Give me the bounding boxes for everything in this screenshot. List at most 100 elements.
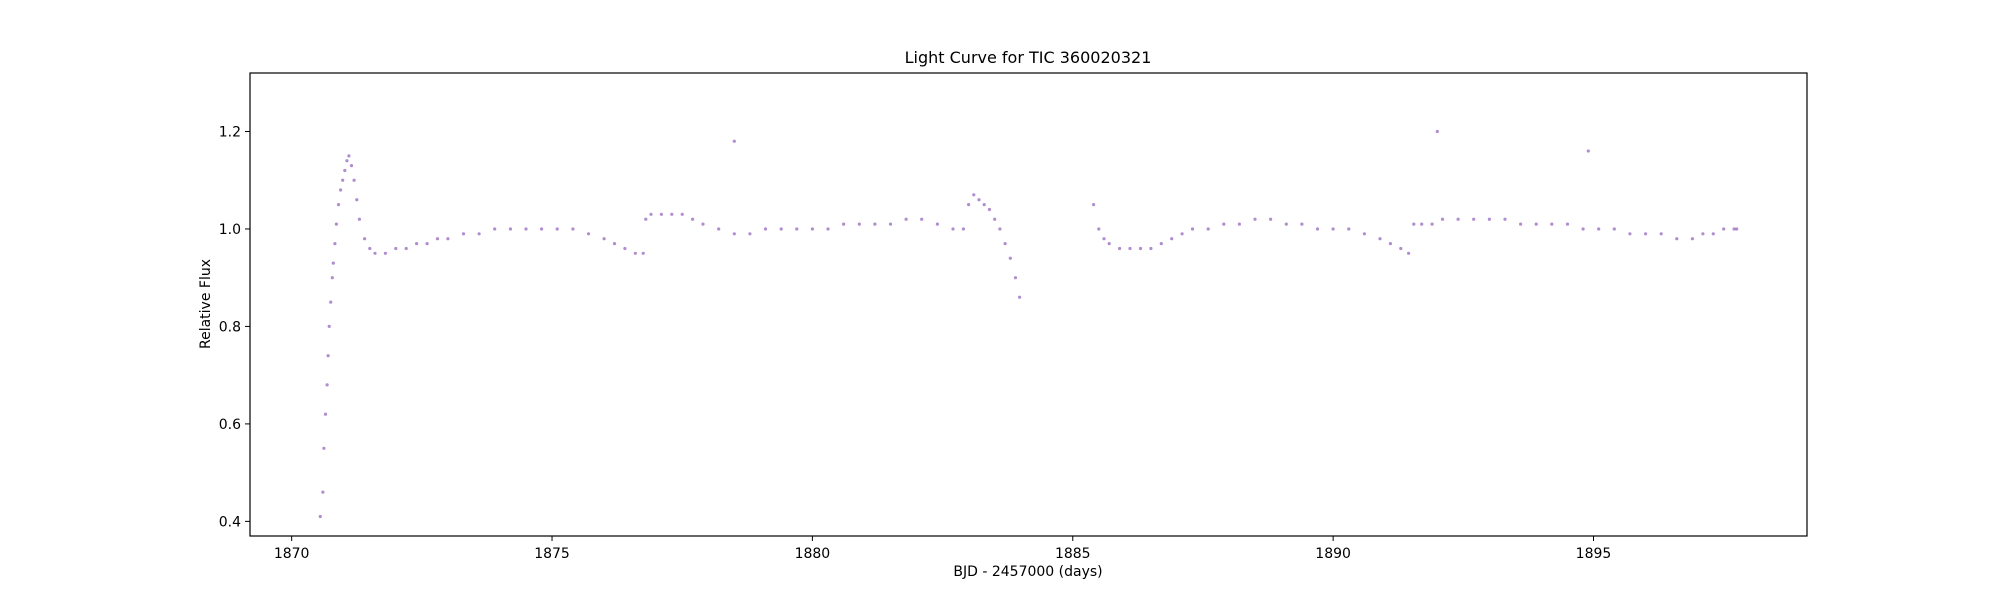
data-point xyxy=(321,490,325,494)
data-point xyxy=(1659,232,1663,236)
data-point xyxy=(357,217,361,221)
data-point xyxy=(633,251,637,255)
data-point xyxy=(508,227,512,231)
data-point xyxy=(325,383,329,387)
data-point xyxy=(1284,222,1288,226)
data-point xyxy=(1534,222,1538,226)
data-point xyxy=(993,217,997,221)
data-point xyxy=(1399,246,1403,251)
x-axis-label: BJD - 2457000 (days) xyxy=(953,564,1102,580)
data-point xyxy=(1331,227,1335,231)
x-tick-label: 1870 xyxy=(274,546,310,562)
data-point xyxy=(670,212,674,216)
data-point xyxy=(446,237,450,241)
data-point xyxy=(1503,217,1507,221)
data-point xyxy=(1690,237,1694,241)
data-point xyxy=(586,232,591,236)
data-point xyxy=(1170,237,1174,241)
data-point xyxy=(1149,246,1153,251)
data-point xyxy=(1456,217,1460,221)
data-point xyxy=(612,242,617,246)
data-point xyxy=(318,514,322,519)
data-point xyxy=(935,222,940,226)
data-point xyxy=(352,178,356,182)
data-point xyxy=(1550,222,1554,226)
y-tick-label: 0.6 xyxy=(219,417,241,433)
data-point xyxy=(347,154,351,158)
data-point xyxy=(363,237,367,241)
data-point xyxy=(623,246,627,251)
data-point xyxy=(1581,227,1585,231)
data-point xyxy=(1003,242,1007,246)
data-point xyxy=(810,227,815,231)
data-point xyxy=(1430,222,1434,226)
data-point xyxy=(1440,217,1445,221)
data-point xyxy=(1206,227,1210,231)
data-point xyxy=(493,227,497,231)
data-point xyxy=(1407,251,1411,255)
data-point xyxy=(1735,227,1739,231)
x-tick-label: 1885 xyxy=(1055,546,1091,562)
data-point xyxy=(732,232,736,236)
data-point xyxy=(1128,246,1132,251)
data-point xyxy=(904,217,908,221)
data-point xyxy=(1701,232,1705,236)
data-point xyxy=(659,212,664,216)
data-point xyxy=(326,354,330,358)
data-point xyxy=(1597,227,1601,231)
data-point xyxy=(1412,222,1416,226)
data-point xyxy=(1180,232,1184,236)
data-point xyxy=(888,222,893,226)
data-point xyxy=(331,261,335,265)
data-point xyxy=(1138,246,1143,251)
data-point xyxy=(1018,295,1022,299)
data-point xyxy=(602,237,606,241)
data-point xyxy=(333,242,337,246)
data-point xyxy=(961,227,966,231)
data-point xyxy=(327,324,331,328)
data-point xyxy=(1472,217,1476,221)
y-tick-label: 0.4 xyxy=(219,514,241,530)
data-point xyxy=(1190,227,1195,231)
data-point xyxy=(345,159,349,163)
data-point xyxy=(540,227,544,231)
y-tick-label: 1.2 xyxy=(219,124,241,140)
data-point xyxy=(680,212,684,216)
data-point xyxy=(524,227,528,231)
data-point xyxy=(967,203,971,207)
data-point xyxy=(349,164,354,168)
data-point xyxy=(998,227,1002,231)
data-point xyxy=(842,222,846,226)
data-point xyxy=(1362,232,1366,236)
data-point xyxy=(779,227,783,231)
x-axis: 1870 1875 1880 1885 1890 1895 xyxy=(274,536,1611,562)
data-point xyxy=(1612,227,1616,231)
data-point xyxy=(1159,242,1163,246)
data-point xyxy=(748,232,752,236)
data-point xyxy=(649,212,653,216)
data-point xyxy=(334,222,338,226)
data-point xyxy=(1487,217,1491,221)
data-point xyxy=(982,203,986,207)
data-point xyxy=(691,217,695,221)
data-point xyxy=(394,246,398,251)
data-point xyxy=(1722,227,1726,231)
x-tick-label: 1875 xyxy=(534,546,570,562)
data-point xyxy=(339,188,343,192)
data-point xyxy=(972,193,976,197)
data-point xyxy=(763,227,768,231)
x-tick-label: 1880 xyxy=(795,546,831,562)
data-point xyxy=(1092,203,1096,207)
chart-title: Light Curve for TIC 360020321 xyxy=(905,48,1152,67)
data-point xyxy=(1675,237,1679,241)
data-point xyxy=(383,251,387,255)
data-point xyxy=(341,178,345,182)
data-point xyxy=(1269,217,1273,221)
data-point xyxy=(1711,232,1715,236)
data-point xyxy=(987,207,992,212)
data-point xyxy=(477,232,481,236)
data-point xyxy=(1118,246,1122,251)
data-point xyxy=(368,246,372,251)
data-point xyxy=(857,222,861,226)
